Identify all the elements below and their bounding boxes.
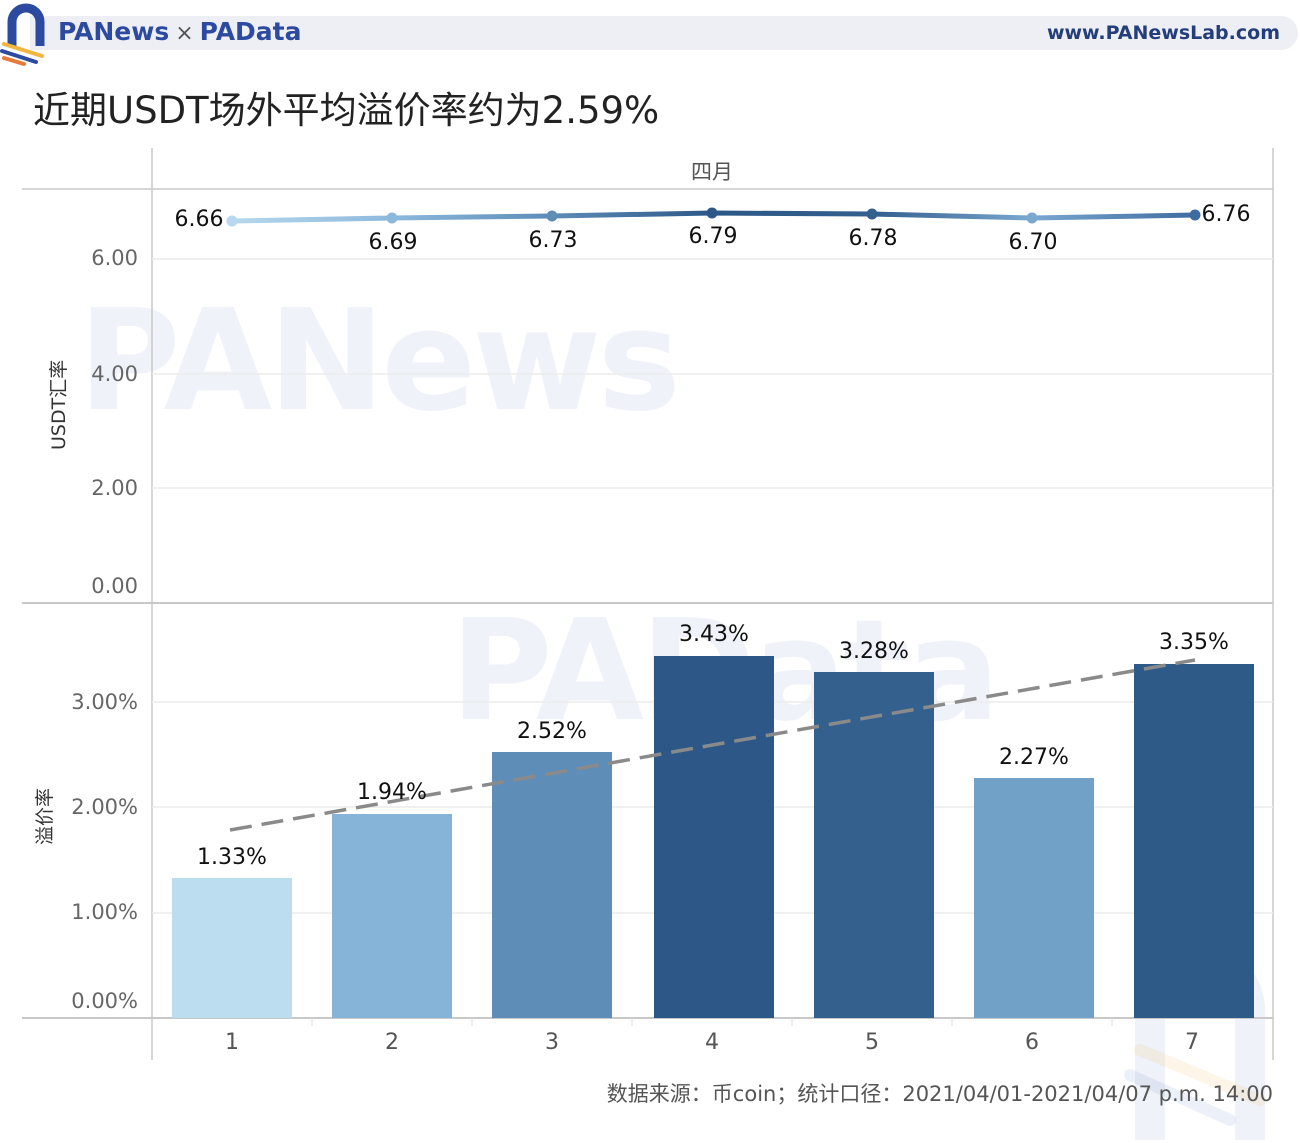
y-tick-bottom-3: 3.00%: [71, 690, 138, 714]
bar-label-6: 2.27%: [999, 745, 1069, 770]
line-label-7: 6.76: [1201, 202, 1251, 227]
x-label-4: 4: [705, 1030, 719, 1055]
line-label-2: 6.69: [368, 230, 418, 255]
bar-label-4: 3.43%: [679, 622, 749, 647]
y-tick-bottom-2: 2.00%: [71, 795, 138, 819]
y-tick-top-4: 4.00: [91, 362, 138, 386]
x-label-5: 5: [865, 1030, 879, 1055]
trend-line: [229, 658, 1196, 832]
bar-label-2: 1.94%: [357, 780, 427, 805]
y-tick-top-2: 2.00: [91, 476, 138, 500]
panews-logo-icon: [0, 3, 45, 66]
bar-3: [492, 752, 612, 1018]
bar-label-5: 3.28%: [839, 639, 909, 664]
chart-title: 近期USDT场外平均溢价率约为2.59%: [33, 89, 660, 132]
x-label-7: 7: [1185, 1030, 1199, 1055]
x-label-6: 6: [1025, 1030, 1039, 1055]
bar-5: [814, 672, 934, 1018]
data-source-note: 数据来源：币coin；统计口径：2021/04/01-2021/04/07 p.…: [606, 1082, 1273, 1106]
brand-lockup: PANews × PAData: [58, 17, 302, 46]
website-url: www.PANewsLab.com: [1046, 22, 1280, 44]
line-label-3: 6.73: [528, 228, 578, 253]
bar-6: [974, 778, 1094, 1018]
brand-padata: PAData: [199, 17, 302, 46]
bar-7: [1134, 664, 1254, 1018]
bar-label-3: 2.52%: [517, 719, 587, 744]
bar-2: [332, 814, 452, 1018]
x-label-2: 2: [385, 1030, 399, 1055]
y-tick-bottom-1: 1.00%: [71, 900, 138, 924]
y-tick-bottom-0: 0.00%: [71, 989, 138, 1013]
line-label-4: 6.79: [688, 224, 738, 249]
y-axis-title-premium: 溢价率: [34, 787, 56, 845]
watermark-panews: PANews: [78, 280, 681, 443]
y-tick-top-0: 0.00: [91, 574, 138, 598]
y-axis-title-rate: USDT汇率: [48, 359, 70, 450]
brand-separator: ×: [175, 21, 194, 46]
line-label-5: 6.78: [848, 226, 898, 251]
y-tick-top-6: 6.00: [91, 246, 138, 270]
line-label-6: 6.70: [1008, 230, 1058, 255]
bar-label-7: 3.35%: [1159, 630, 1229, 655]
brand-panews: PANews: [58, 17, 170, 46]
bar-1: [172, 878, 292, 1018]
line-label-1: 6.66: [174, 207, 224, 232]
top-gridlines: [152, 258, 1273, 489]
x-ticks: [311, 1018, 1113, 1026]
line-markers: [226, 207, 1201, 227]
bar-4: [654, 656, 774, 1018]
x-label-3: 3: [545, 1030, 559, 1055]
header-band: [30, 16, 1298, 50]
panel-header-month: 四月: [691, 160, 733, 184]
x-label-1: 1: [225, 1030, 239, 1055]
bar-label-1: 1.33%: [197, 845, 267, 870]
premium-bars: [172, 656, 1254, 1018]
